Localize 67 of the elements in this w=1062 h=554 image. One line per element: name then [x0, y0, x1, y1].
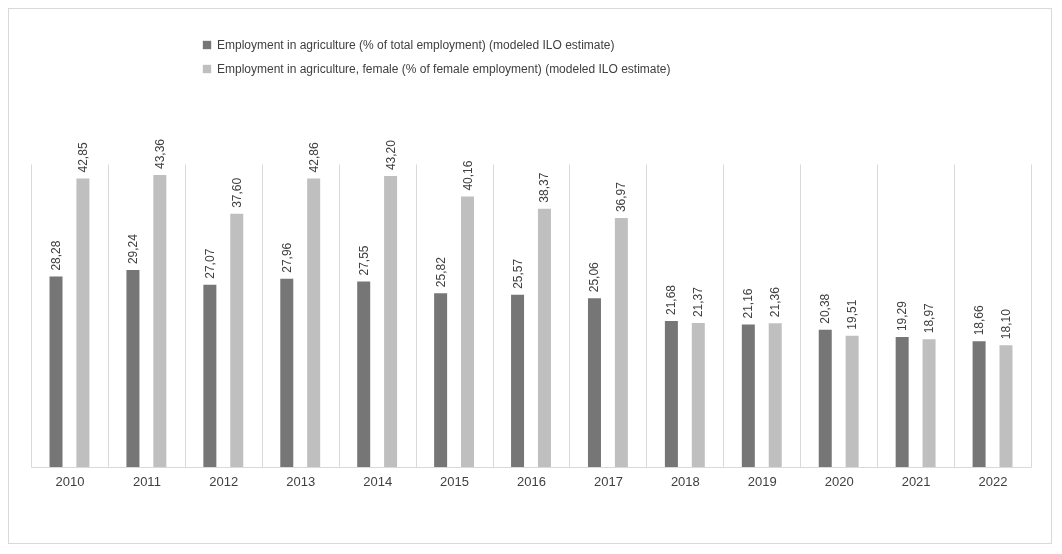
bar [895, 337, 909, 467]
data-label: 28,28 [49, 240, 64, 271]
data-label: 42,85 [75, 142, 90, 173]
data-label: 27,96 [279, 242, 294, 273]
x-tick-label: 2016 [517, 473, 546, 489]
data-label: 38,37 [537, 172, 552, 203]
bar [614, 218, 628, 467]
data-label: 19,29 [895, 300, 910, 332]
bar [818, 329, 832, 467]
bar [999, 345, 1013, 467]
bar [741, 324, 755, 467]
data-label: 25,06 [587, 261, 602, 293]
x-tick-label: 2021 [901, 473, 931, 489]
legend-label: Employment in agriculture (% of total employment) (modeled ILO estimate) [217, 38, 615, 52]
bar [280, 278, 294, 467]
bar [537, 208, 551, 467]
data-label: 21,16 [741, 288, 756, 319]
x-tick-label: 2020 [824, 473, 854, 489]
bar [384, 176, 398, 467]
data-label: 42,86 [306, 142, 321, 173]
bar [922, 339, 936, 467]
bar [664, 321, 678, 467]
data-label: 21,68 [664, 284, 679, 316]
data-label: 25,57 [510, 258, 525, 289]
bar [511, 294, 525, 467]
data-label: 29,24 [125, 233, 140, 265]
x-tick-label: 2013 [286, 473, 316, 489]
bar [434, 293, 448, 467]
bar [203, 284, 217, 467]
data-label: 18,97 [922, 302, 937, 334]
bar [49, 276, 63, 467]
data-label: 40,16 [460, 160, 475, 191]
x-tick-label: 2022 [978, 473, 1008, 489]
bar [768, 323, 782, 467]
x-tick-label: 2017 [593, 473, 623, 489]
x-tick-label: 2019 [747, 473, 777, 489]
data-label: 27,55 [356, 245, 371, 276]
x-tick-label: 2018 [670, 473, 700, 489]
data-label: 21,36 [768, 286, 783, 318]
data-label: 27,07 [202, 248, 217, 279]
x-tick-label: 2014 [363, 473, 393, 489]
x-tick-label: 2015 [440, 473, 470, 489]
data-label: 18,66 [972, 305, 987, 336]
bar [461, 196, 475, 467]
bar [587, 298, 601, 467]
bar [691, 323, 705, 467]
bar [972, 341, 986, 467]
data-label: 18,10 [998, 308, 1013, 340]
data-label: 36,97 [614, 181, 629, 213]
x-tick-label: 2010 [55, 473, 85, 489]
legend-label: Employment in agriculture, female (% of female employment) (modeled ILO estimate) [217, 62, 671, 76]
data-label: 20,38 [818, 293, 833, 324]
bar [307, 178, 321, 467]
data-label: 19,51 [845, 299, 860, 330]
data-label: 25,82 [433, 256, 448, 288]
x-tick-label: 2012 [209, 473, 239, 489]
bar [126, 270, 140, 467]
x-tick-label: 2011 [132, 473, 161, 489]
data-label: 43,36 [152, 138, 167, 170]
data-label: 37,60 [229, 177, 244, 208]
bar [357, 281, 371, 467]
bar [230, 213, 244, 467]
bar [76, 178, 90, 467]
bar [153, 175, 167, 467]
data-label: 43,20 [383, 139, 398, 171]
data-label: 21,37 [691, 286, 706, 318]
bar [845, 335, 859, 467]
